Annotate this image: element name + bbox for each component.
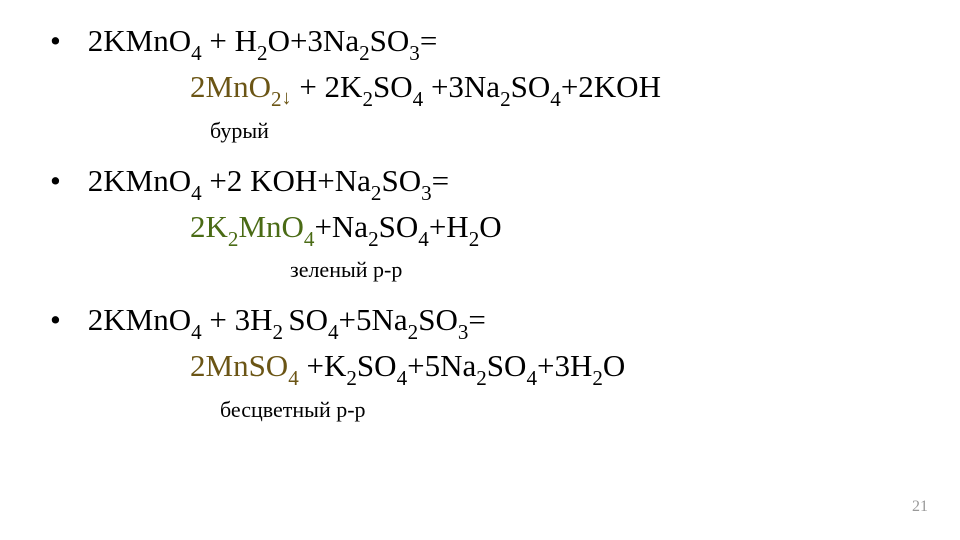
equation-2-products: 2K2MnO4+Na2SO4+H2O: [50, 206, 920, 252]
bullet-icon: •: [50, 299, 80, 341]
label-2: зеленый р-р: [50, 257, 920, 283]
product-highlight: 2MnO2↓: [190, 69, 292, 104]
equation-3-reactants: • 2KMnO4 + 3H2 SO4+5Na2SO3=: [50, 299, 920, 345]
eq-text: 2KMnO4 + 3H2 SO4+5Na2SO3=: [88, 302, 486, 337]
equation-1-reactants: • 2KMnO4 + H2O+3Na2SO3=: [50, 20, 920, 66]
eq-text: +Na2SO4+H2O: [314, 209, 501, 244]
eq-text: 2KMnO4 +2 KOH+Na2SO3=: [88, 163, 449, 198]
equation-2-reactants: • 2KMnO4 +2 KOH+Na2SO3=: [50, 160, 920, 206]
eq-text: +K2SO4+5Na2SO4+3H2O: [299, 348, 626, 383]
equation-3-products: 2MnSO4 +K2SO4+5Na2SO4+3H2O: [50, 345, 920, 391]
equation-block-2: • 2KMnO4 +2 KOH+Na2SO3= 2K2MnO4+Na2SO4+H…: [50, 160, 920, 283]
product-highlight: 2K2MnO4: [190, 209, 314, 244]
equation-block-1: • 2KMnO4 + H2O+3Na2SO3= 2MnO2↓ + 2K2SO4 …: [50, 20, 920, 144]
equation-1-products: 2MnO2↓ + 2K2SO4 +3Na2SO4+2KOH: [50, 66, 920, 112]
page-number: 21: [912, 498, 928, 516]
eq-text: 2KMnO4 + H2O+3Na2SO3=: [88, 23, 438, 58]
label-1: бурый: [50, 118, 920, 144]
product-highlight: 2MnSO4: [190, 348, 299, 383]
bullet-icon: •: [50, 20, 80, 62]
bullet-icon: •: [50, 160, 80, 202]
equation-block-3: • 2KMnO4 + 3H2 SO4+5Na2SO3= 2MnSO4 +K2SO…: [50, 299, 920, 422]
eq-text: + 2K2SO4 +3Na2SO4+2KOH: [292, 69, 661, 104]
label-3: бесцветный р-р: [50, 397, 920, 423]
